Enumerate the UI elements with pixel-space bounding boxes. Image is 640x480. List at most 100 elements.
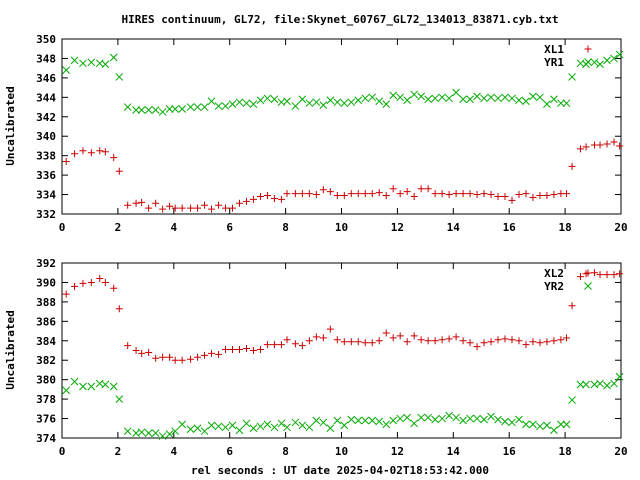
data-point: [207, 97, 216, 106]
data-point: [543, 192, 551, 200]
data-point: [62, 290, 70, 298]
data-point: [319, 101, 328, 109]
data-point: [396, 93, 405, 102]
data-point: [501, 335, 509, 343]
data-point: [529, 92, 537, 101]
y-tick-label: 332: [36, 208, 56, 221]
data-point: [508, 418, 516, 427]
data-point: [550, 426, 558, 435]
x-tick-label: 4: [170, 445, 177, 458]
data-point: [389, 334, 397, 342]
data-point: [543, 421, 551, 430]
data-point: [354, 416, 363, 425]
data-point: [582, 380, 590, 389]
legend-label: XL1: [544, 43, 564, 56]
data-point: [431, 415, 439, 424]
data-point: [242, 197, 250, 205]
data-point: [494, 193, 502, 200]
data-point: [501, 193, 509, 200]
data-point: [562, 190, 570, 198]
data-point: [576, 380, 585, 389]
data-point: [438, 93, 446, 102]
data-point: [171, 204, 179, 212]
data-point: [354, 338, 362, 346]
data-point: [616, 270, 624, 278]
data-point: [110, 284, 118, 292]
data-point: [562, 420, 571, 429]
data-point: [603, 140, 611, 148]
data-point: [466, 190, 474, 198]
data-point: [171, 356, 179, 364]
legend-marker: [584, 45, 592, 53]
data-point: [221, 102, 230, 110]
y-tick-label: 386: [36, 315, 56, 328]
data-point: [596, 60, 604, 69]
data-point: [596, 379, 604, 388]
y-tick-label: 338: [36, 150, 56, 163]
data-point: [576, 145, 584, 153]
data-point: [375, 97, 384, 106]
data-point: [256, 193, 264, 200]
data-point: [123, 427, 132, 436]
data-point: [186, 425, 195, 434]
x-tick-label: 4: [170, 221, 177, 234]
data-point: [109, 382, 118, 391]
data-point: [291, 102, 300, 110]
data-point: [550, 95, 558, 104]
x-tick-label: 16: [503, 445, 517, 458]
data-point: [347, 415, 356, 424]
data-point: [305, 190, 313, 198]
data-point: [480, 94, 488, 103]
data-point: [70, 56, 79, 65]
data-point: [473, 414, 481, 423]
data-point: [249, 424, 258, 433]
data-point: [235, 346, 243, 354]
data-point: [445, 335, 453, 343]
data-point: [368, 416, 377, 425]
data-point: [417, 185, 425, 193]
y-tick-label: 350: [36, 33, 56, 46]
data-point: [277, 341, 285, 349]
data-point: [347, 98, 356, 107]
data-point: [186, 103, 195, 111]
data-point: [562, 334, 570, 342]
data-point: [375, 337, 383, 345]
data-point: [319, 334, 327, 342]
data-point: [508, 336, 516, 344]
data-point: [473, 191, 481, 199]
data-point: [71, 282, 79, 290]
data-point: [417, 336, 425, 344]
data-point: [124, 342, 132, 350]
legend-label: YR2: [544, 280, 564, 293]
data-point: [277, 419, 286, 428]
data-point: [610, 54, 618, 63]
data-point: [298, 190, 306, 198]
data-point: [145, 204, 153, 212]
data-point: [340, 192, 348, 200]
data-point: [79, 147, 87, 155]
data-point: [151, 429, 160, 437]
data-point: [529, 420, 537, 429]
data-point: [283, 190, 291, 198]
data-point: [194, 353, 202, 361]
data-point: [550, 337, 558, 345]
data-point: [596, 141, 604, 149]
data-point: [459, 95, 467, 104]
data-point: [194, 204, 202, 212]
data-point: [333, 192, 341, 200]
data-point: [291, 340, 299, 348]
data-point: [87, 278, 95, 286]
x-tick-label: 14: [447, 445, 461, 458]
data-point: [208, 349, 216, 357]
data-point: [201, 201, 209, 209]
data-point: [207, 421, 216, 430]
data-point: [466, 95, 474, 104]
data-point: [396, 332, 404, 340]
data-point: [242, 99, 251, 108]
data-point: [151, 106, 160, 114]
data-point: [557, 99, 565, 108]
data-point: [494, 94, 502, 103]
data-point: [424, 95, 432, 104]
data-point: [270, 341, 278, 349]
data-point: [109, 53, 118, 62]
